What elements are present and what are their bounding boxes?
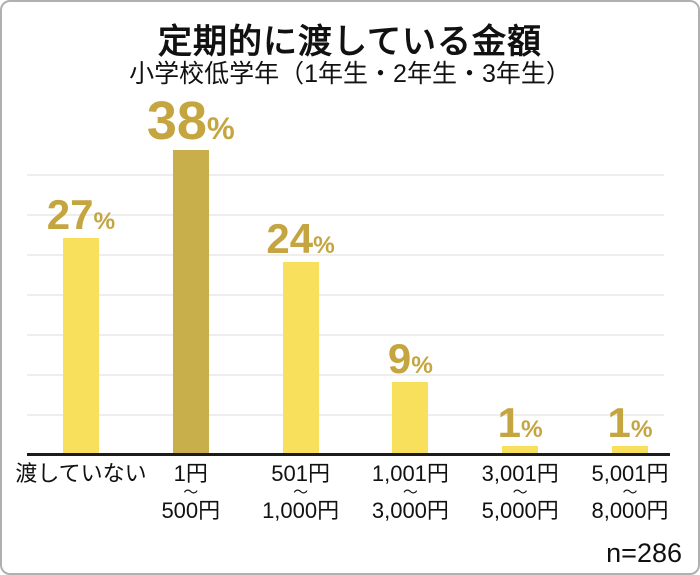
category-label: 501円〜 1,000円 (226, 461, 376, 524)
bar-value-number: 27 (46, 191, 94, 238)
category-label-line: 3,001円 (481, 461, 559, 486)
sample-size-label: n=286 (606, 538, 682, 568)
bar-value-label: 24% (226, 218, 376, 260)
percent-sign: % (630, 416, 653, 443)
bar (282, 262, 319, 454)
bar-value-number: 38 (146, 91, 207, 151)
category-label-line: 1,000円 (262, 498, 340, 524)
percent-sign: % (411, 352, 433, 379)
chart-title: 定期的に渡している金額 (158, 23, 542, 61)
chart-subtitle: 小学校低学年（1年生・2年生・3年生） (129, 60, 571, 88)
bar-value-label: 1% (555, 399, 698, 446)
bar-value-number: 1 (607, 399, 631, 446)
range-tilde: 〜 (183, 483, 199, 501)
bar-value-number: 1 (497, 399, 522, 446)
bar-value-label: 9% (335, 338, 485, 380)
bar (612, 446, 648, 454)
category-label: 5,001円〜 8,000円 (555, 461, 698, 524)
category-label-line: 3,000円 (371, 498, 449, 524)
gridline (27, 334, 664, 336)
x-axis-line (27, 453, 670, 456)
percent-sign: % (521, 416, 543, 443)
bar (63, 238, 99, 454)
gridline (27, 174, 664, 176)
bar-value-label: 38% (116, 94, 266, 148)
bar-value-label: 27% (6, 194, 156, 236)
category-label: 渡していない (6, 461, 156, 487)
category-label: 3,001円〜 5,000円 (445, 461, 595, 524)
category-label-line: 8,000円 (591, 498, 669, 524)
gridline (27, 374, 664, 376)
category-label-line: 500円 (161, 498, 221, 524)
percent-sign: % (206, 111, 235, 146)
gridline (27, 254, 664, 256)
category-label-line: 1,001円 (371, 461, 449, 486)
percent-sign: % (313, 232, 335, 259)
category-label-line: 501円 (271, 461, 330, 486)
category-label: 1,001円〜 3,000円 (335, 461, 485, 524)
bar-value-number: 24 (266, 215, 314, 262)
category-label-line: 5,000円 (481, 498, 559, 524)
gridline (27, 294, 664, 296)
percent-sign: % (93, 208, 116, 235)
category-label-line: 5,001円 (591, 461, 669, 486)
bar (172, 150, 209, 454)
category-label: 1円〜 500円 (116, 461, 266, 524)
bar (392, 382, 429, 454)
category-label-line: 渡していない (15, 461, 147, 486)
category-label-line: 1円 (173, 461, 208, 486)
gridline (27, 214, 664, 216)
bar-value-label: 1% (445, 402, 595, 444)
range-tilde: 〜 (622, 483, 638, 501)
range-tilde: 〜 (512, 483, 528, 501)
bar (502, 446, 539, 454)
range-tilde: 〜 (402, 483, 418, 501)
range-tilde: 〜 (293, 483, 309, 501)
gridline (27, 414, 664, 416)
bar-value-number: 9 (387, 335, 412, 382)
